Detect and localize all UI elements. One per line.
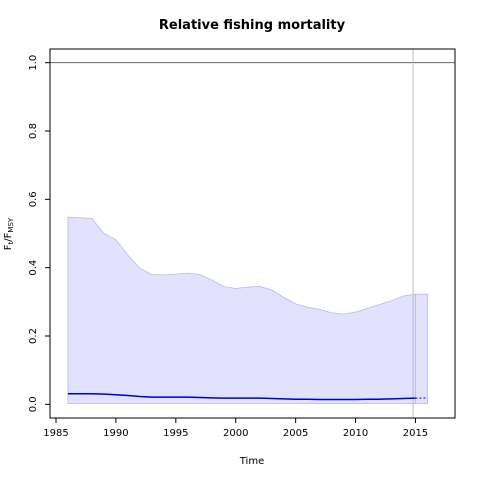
y-tick-label: 0.2 bbox=[28, 328, 39, 344]
y-tick-label: 0.8 bbox=[28, 123, 39, 139]
median-line bbox=[67, 392, 416, 401]
x-tick-label: 1995 bbox=[163, 428, 188, 439]
plot-area bbox=[50, 49, 455, 418]
x-tick-label: 1990 bbox=[103, 428, 128, 439]
y-tick-label: 1.0 bbox=[28, 55, 39, 71]
x-tick-label: 1985 bbox=[43, 428, 68, 439]
y-tick-label: 0.0 bbox=[28, 396, 39, 412]
projection-band bbox=[415, 293, 428, 405]
y-label-sub-t: t bbox=[7, 241, 15, 244]
x-tick-label: 2015 bbox=[403, 428, 428, 439]
y-tick-label: 0.6 bbox=[28, 191, 39, 207]
credible-band bbox=[67, 216, 416, 405]
y-tick-label: 0.4 bbox=[28, 260, 39, 276]
x-tick-label: 2005 bbox=[283, 428, 308, 439]
y-label-sub-msy: MSY bbox=[7, 217, 15, 232]
y-label-main: F bbox=[3, 244, 14, 250]
y-axis-label: Ft/FMSY bbox=[3, 217, 15, 250]
x-tick-label: 2000 bbox=[223, 428, 248, 439]
x-axis-label: Time bbox=[239, 456, 264, 467]
y-label-sep: /F bbox=[3, 232, 14, 241]
x-axis: 1985 1990 1995 2000 2005 2010 2015 bbox=[43, 418, 428, 439]
y-axis: 0.0 0.2 0.4 0.6 0.8 1.0 bbox=[28, 55, 50, 412]
chart-title: Relative fishing mortality bbox=[159, 18, 346, 33]
x-tick-label: 2010 bbox=[343, 428, 368, 439]
plot-frame bbox=[49, 48, 456, 419]
